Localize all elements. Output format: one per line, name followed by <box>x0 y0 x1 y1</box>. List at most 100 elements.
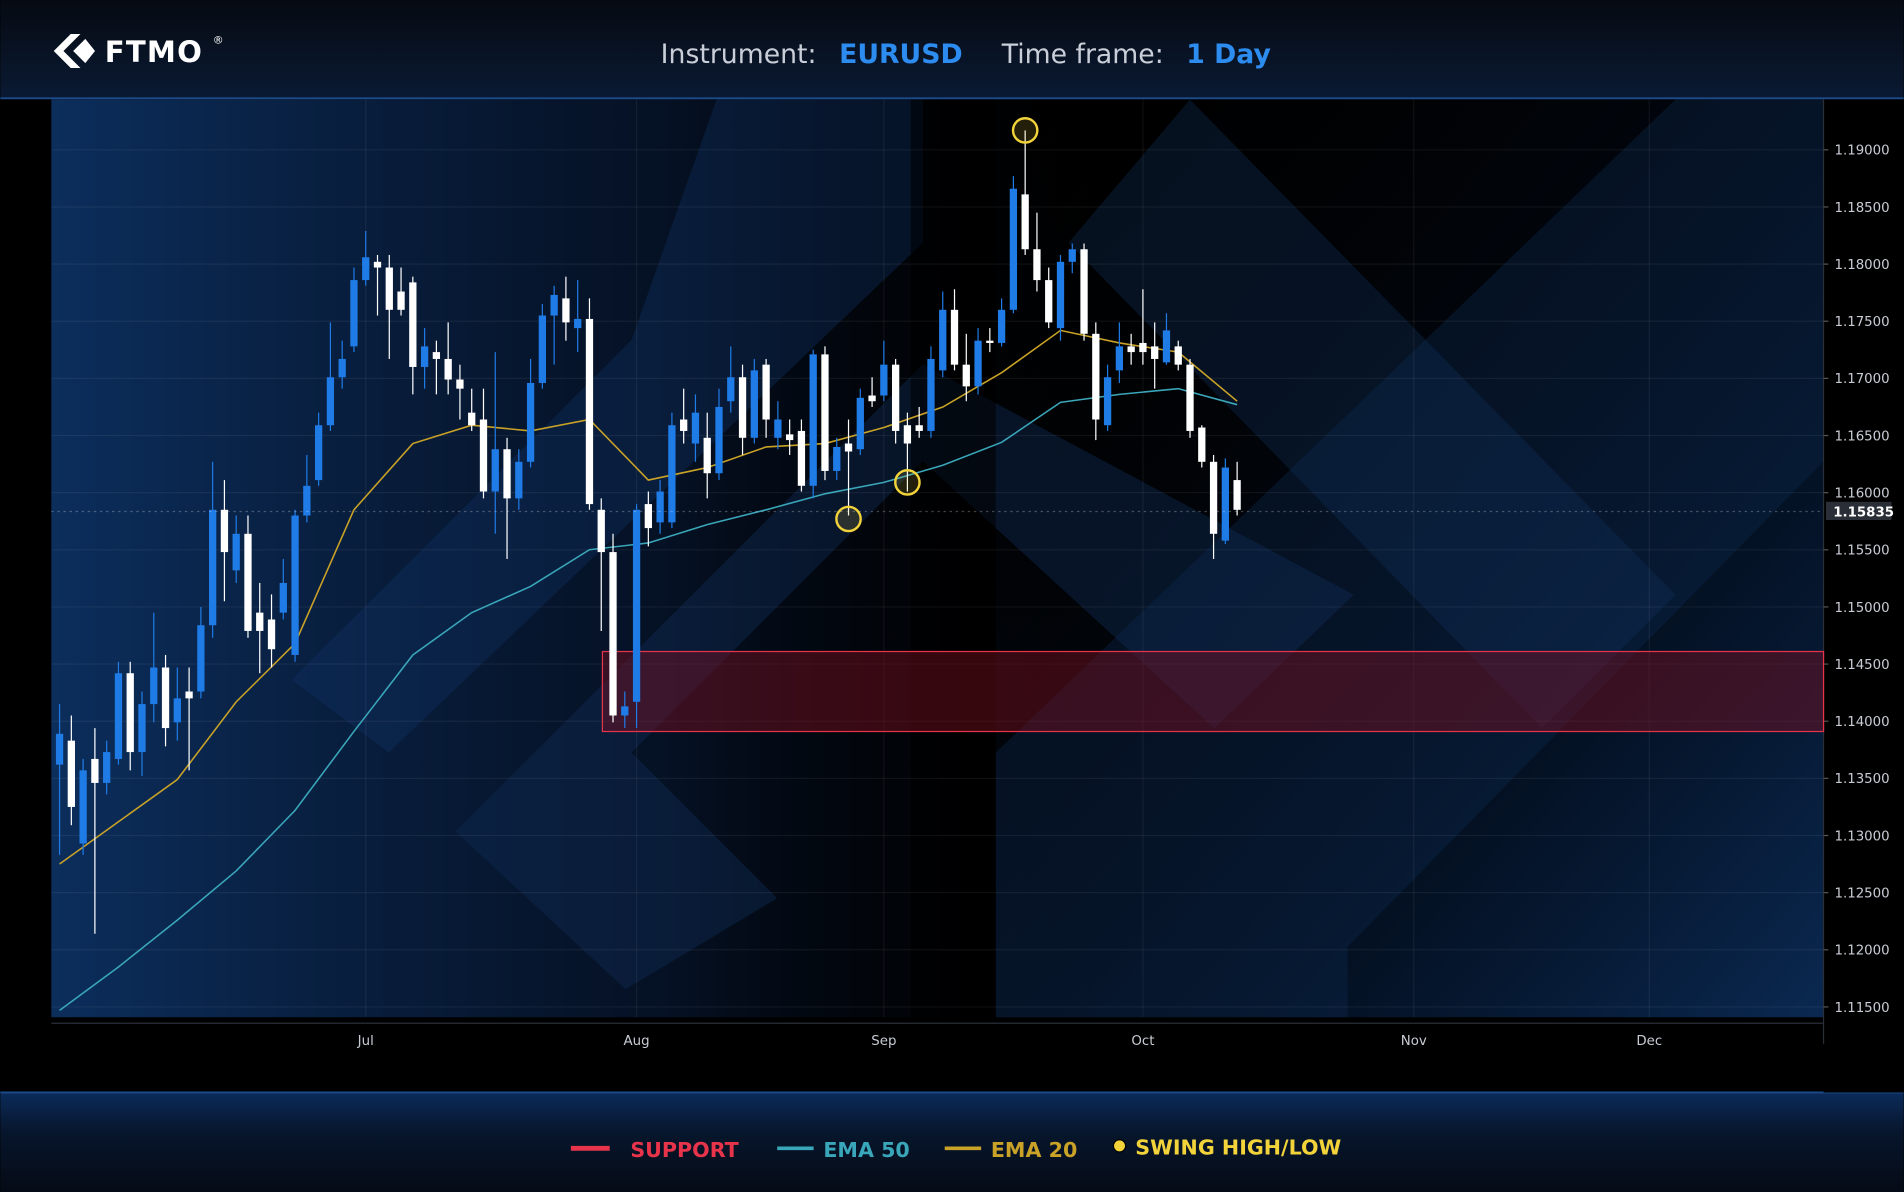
candle-body <box>1198 427 1206 462</box>
candle-body <box>1092 333 1100 420</box>
candle-body <box>762 364 770 420</box>
y-tick-label: 1.12000 <box>1834 944 1889 959</box>
candle-body <box>939 309 947 371</box>
candle-body <box>1068 249 1076 262</box>
candle-body <box>1139 342 1147 353</box>
candle-body <box>738 377 747 438</box>
last-price-box <box>1825 501 1892 521</box>
y-tick-label: 1.18500 <box>1834 201 1889 216</box>
candle-body <box>326 377 335 426</box>
candle-body <box>220 509 229 553</box>
candle-body <box>185 691 193 699</box>
panel-glow <box>995 99 1824 1018</box>
candle-body <box>574 318 582 329</box>
logo-text: FTMO <box>105 35 203 69</box>
candle-body <box>1033 249 1041 281</box>
candle-body <box>668 425 676 523</box>
x-tick-label: Jul <box>357 1034 374 1049</box>
swing-point <box>1011 117 1039 144</box>
candle-body <box>597 509 605 553</box>
legend-label: SWING HIGH/LOW <box>1135 1135 1341 1159</box>
candle-body <box>244 533 252 631</box>
logo: FTMO ® <box>53 33 224 69</box>
x-tick-label: Oct <box>1131 1034 1154 1049</box>
candle-body <box>1174 346 1182 365</box>
candle-body <box>1221 467 1229 541</box>
y-tick-label: 1.14000 <box>1834 715 1889 730</box>
candle-body <box>67 740 75 807</box>
candle-body <box>891 364 900 431</box>
x-tick-label: Nov <box>1401 1034 1427 1049</box>
candle-body <box>397 291 405 310</box>
x-tick-label: Sep <box>871 1034 896 1049</box>
candle-body <box>715 406 723 474</box>
candle-body <box>373 261 382 268</box>
candle-body <box>950 309 959 365</box>
candle-body <box>503 449 511 499</box>
candle-body <box>609 552 617 716</box>
candle-body <box>479 419 488 492</box>
y-tick-label: 1.12500 <box>1834 886 1889 901</box>
candle-body <box>1115 346 1124 371</box>
candle-body <box>844 443 853 452</box>
y-tick-label: 1.18000 <box>1834 258 1889 273</box>
candle-body <box>55 733 64 765</box>
logo-shape <box>1068 99 1676 729</box>
candle-body <box>691 412 700 444</box>
candle-body <box>538 315 547 383</box>
timeframe: 1 Day <box>1186 39 1271 70</box>
candle-body <box>103 752 111 783</box>
candle-body <box>1186 364 1194 431</box>
candle-body <box>821 354 829 471</box>
candle-body <box>350 280 358 347</box>
candle-body <box>126 673 134 753</box>
candle-body <box>703 437 711 474</box>
candle-body <box>962 364 970 387</box>
candle-body <box>1103 377 1112 426</box>
y-tick-label: 1.16500 <box>1834 429 1889 444</box>
candle-body <box>79 770 87 844</box>
y-tick-label: 1.13000 <box>1834 829 1889 844</box>
candle-body <box>656 491 664 523</box>
candle-body <box>1151 346 1159 359</box>
candle-body <box>444 358 452 380</box>
candle-body <box>114 673 123 759</box>
y-tick-label: 1.17500 <box>1834 315 1889 330</box>
legend-label: SUPPORT <box>630 1138 738 1162</box>
candle-body <box>797 430 806 486</box>
y-tick-label: 1.17000 <box>1834 372 1889 387</box>
y-tick-label: 1.14500 <box>1834 658 1889 673</box>
candle-body <box>432 352 441 359</box>
candle-body <box>491 449 499 492</box>
logo-shape <box>455 364 1354 990</box>
header-bar <box>0 0 1904 99</box>
candle-body <box>256 612 264 631</box>
candle-body <box>1056 261 1065 329</box>
swing-point <box>835 505 862 533</box>
price-axis-bg <box>1823 99 1904 1093</box>
candle-body <box>1080 249 1088 334</box>
legend: SUPPORT EMA 50 EMA 20 SWING HIGH/LOW <box>570 1135 1342 1162</box>
last-price-label: 1.15835 <box>1833 505 1894 520</box>
candle-body <box>385 267 393 310</box>
logo-icon <box>53 33 81 68</box>
swing-point <box>894 469 921 496</box>
candle-body <box>997 309 1006 343</box>
x-tick-label: Aug <box>624 1034 650 1049</box>
support-zone <box>601 650 1825 733</box>
candle-body <box>1162 330 1171 363</box>
candle-body <box>1233 480 1241 510</box>
candle-body <box>727 377 735 402</box>
logo-shape <box>910 99 996 1095</box>
y-tick-label: 1.16000 <box>1834 487 1889 502</box>
candle-body <box>314 425 323 481</box>
candle-body <box>409 282 417 367</box>
candle-body <box>515 461 523 499</box>
legend-label: EMA 50 <box>823 1138 909 1162</box>
candle-body <box>585 318 594 505</box>
legend-label: EMA 20 <box>991 1138 1077 1162</box>
candle-body <box>632 509 641 702</box>
candle-body <box>680 419 688 431</box>
candle-body <box>621 706 629 716</box>
